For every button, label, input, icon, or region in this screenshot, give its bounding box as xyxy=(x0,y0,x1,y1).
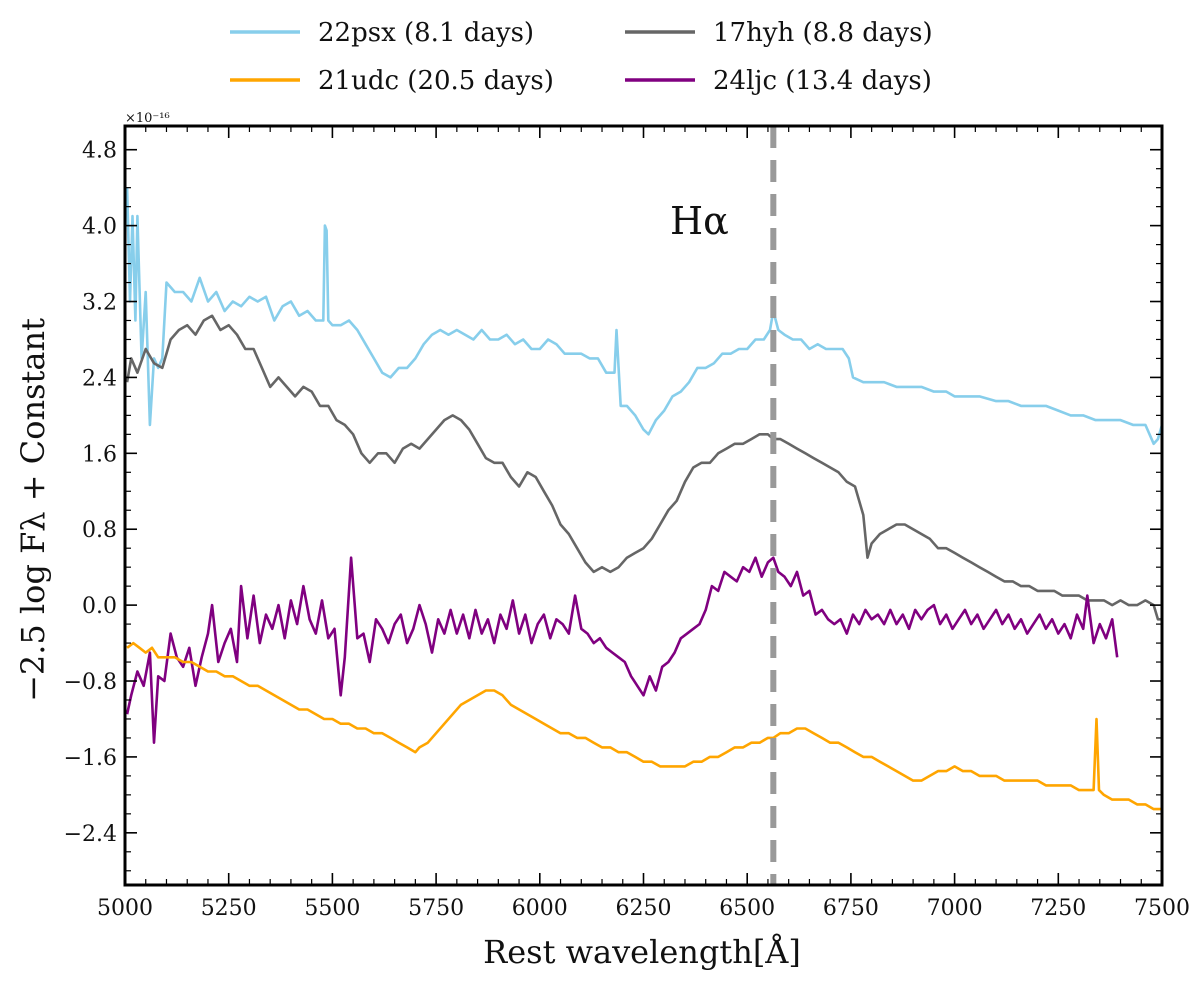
y-tick-label: 1.6 xyxy=(82,442,117,467)
y-axis-label: −2.5 log Fλ + Constant xyxy=(14,318,52,702)
y-tick-label: 4.0 xyxy=(82,215,117,240)
series-line-1 xyxy=(125,314,1162,621)
series-line-3 xyxy=(126,641,1162,811)
x-tick-label: 5000 xyxy=(97,896,153,921)
x-tick-label: 6000 xyxy=(512,896,568,921)
legend-label: 17hyh (8.8 days) xyxy=(713,18,933,48)
y-tick-label: 4.8 xyxy=(82,139,117,164)
legend-label: 21udc (20.5 days) xyxy=(318,66,554,96)
x-tick-label: 7250 xyxy=(1030,896,1086,921)
y-tick-label: −2.4 xyxy=(64,822,117,847)
series-line-2 xyxy=(125,556,1119,744)
y-tick-label: −0.8 xyxy=(64,670,117,695)
x-axis-label: Rest wavelength[Å] xyxy=(483,933,801,971)
y-tick-label: −1.6 xyxy=(64,746,117,771)
legend-label: 22psx (8.1 days) xyxy=(318,18,534,48)
x-tick-label: 5250 xyxy=(201,896,257,921)
legend-label: 24ljc (13.4 days) xyxy=(713,66,932,96)
x-tick-label: 7000 xyxy=(927,896,983,921)
plot-frame xyxy=(123,124,1164,887)
axis-ticks: 5000 5250 5500 5750 6000 6250 6500 6750 7000 7250… xyxy=(64,126,1190,921)
series-layer xyxy=(125,187,1164,811)
h-alpha-label: Hα xyxy=(670,199,729,243)
x-tick-label: 5750 xyxy=(408,896,464,921)
x-tick-label: 5500 xyxy=(304,896,360,921)
y-tick-label: 0.8 xyxy=(82,518,117,543)
y-tick-label: 0.0 xyxy=(82,594,117,619)
y-axis-exponent: ×10⁻¹⁶ xyxy=(125,111,170,126)
x-tick-label: 6750 xyxy=(823,896,879,921)
y-tick-label: 3.2 xyxy=(82,291,117,316)
x-tick-label: 6250 xyxy=(616,896,672,921)
series-line-0 xyxy=(125,187,1164,446)
x-tick-label: 6500 xyxy=(719,896,775,921)
x-tick-label: 7500 xyxy=(1134,896,1190,921)
legend: 22psx (8.1 days) 21udc (20.5 days) 17hyh (… xyxy=(230,18,933,96)
y-tick-label: 2.4 xyxy=(82,366,117,391)
